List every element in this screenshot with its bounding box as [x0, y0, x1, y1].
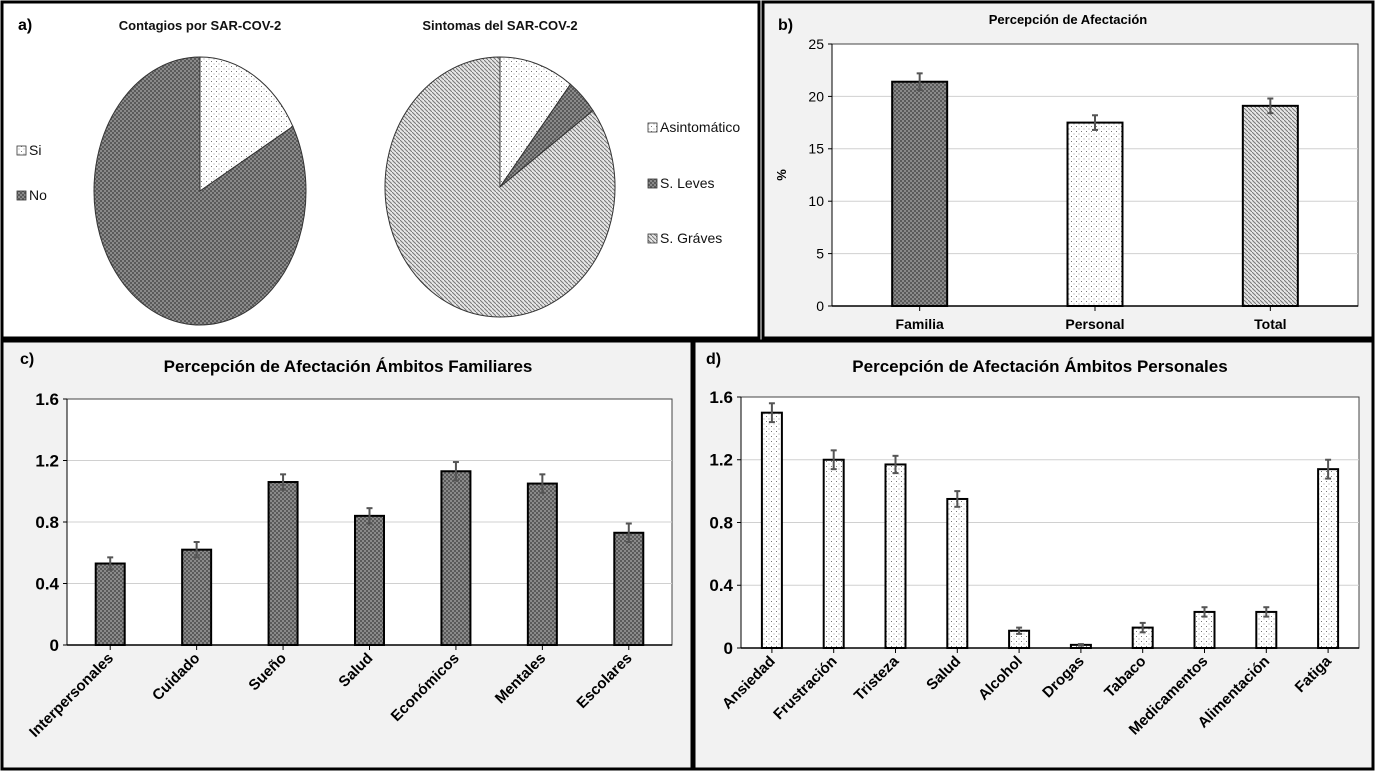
y-tick-label: 25 [808, 36, 824, 52]
legend-label: Asintomático [660, 119, 740, 135]
chart-title: Percepción de Afectación Ámbitos Persona… [852, 357, 1227, 376]
x-tick-label: Familia [896, 316, 944, 332]
legend-label: No [29, 187, 47, 203]
bar [1317, 468, 1340, 649]
y-tick-label: 0.8 [35, 513, 59, 532]
pie-slice [199, 56, 294, 192]
bar [1066, 121, 1124, 307]
y-tick-label: 1.2 [709, 451, 733, 470]
legend-swatch [647, 233, 658, 244]
bar [1241, 104, 1299, 307]
chart-title: Contagios por SAR-COV-2 [119, 18, 282, 33]
chart-title: Sintomas del SAR-COV-2 [422, 18, 577, 33]
bar [354, 514, 385, 646]
y-tick-label: 0.4 [709, 576, 733, 595]
pie-slice [93, 56, 307, 326]
y-tick-label: 0.4 [35, 574, 59, 593]
y-tick-label: 1.6 [35, 390, 59, 409]
legend-swatch [16, 145, 27, 156]
y-tick-label: 10 [808, 193, 824, 209]
legend-label: S. Leves [660, 175, 714, 191]
panel-label: b) [778, 17, 793, 34]
legend-swatch [647, 122, 658, 133]
y-tick-label: 0.8 [709, 513, 733, 532]
bar [181, 548, 213, 646]
x-tick-label: Personal [1065, 316, 1124, 332]
pie-slice [499, 56, 572, 189]
panel-label: a) [18, 17, 32, 34]
bar [822, 458, 845, 649]
pie-slice [384, 56, 616, 318]
legend-swatch [647, 178, 658, 189]
chart-title: Percepción de Afectación Ámbitos Familia… [164, 357, 533, 376]
y-tick-label: 20 [808, 88, 824, 104]
y-tick-label: 0 [724, 639, 733, 658]
y-tick-label: 1.6 [709, 388, 733, 407]
legend-swatch [16, 190, 27, 201]
bar [613, 531, 645, 647]
legend-label: Si [29, 142, 41, 158]
y-tick-label: 1.2 [35, 451, 59, 470]
bar [760, 411, 783, 649]
bar [891, 80, 949, 307]
bar [884, 463, 907, 649]
y-tick-label: 5 [816, 246, 824, 262]
bar [946, 497, 969, 649]
bar [94, 562, 126, 647]
panel-label: c) [20, 351, 34, 368]
bar [440, 470, 472, 647]
legend-label: S. Gráves [660, 230, 722, 246]
y-axis-label: % [774, 169, 789, 181]
x-tick-label: Total [1254, 316, 1286, 332]
bar [526, 482, 558, 646]
bar [267, 481, 299, 646]
panel-label: d) [706, 351, 721, 368]
y-tick-label: 0 [816, 298, 824, 314]
chart-title: Percepción de Afectación [989, 12, 1148, 27]
y-tick-label: 0 [50, 636, 59, 655]
y-tick-label: 15 [808, 141, 824, 157]
